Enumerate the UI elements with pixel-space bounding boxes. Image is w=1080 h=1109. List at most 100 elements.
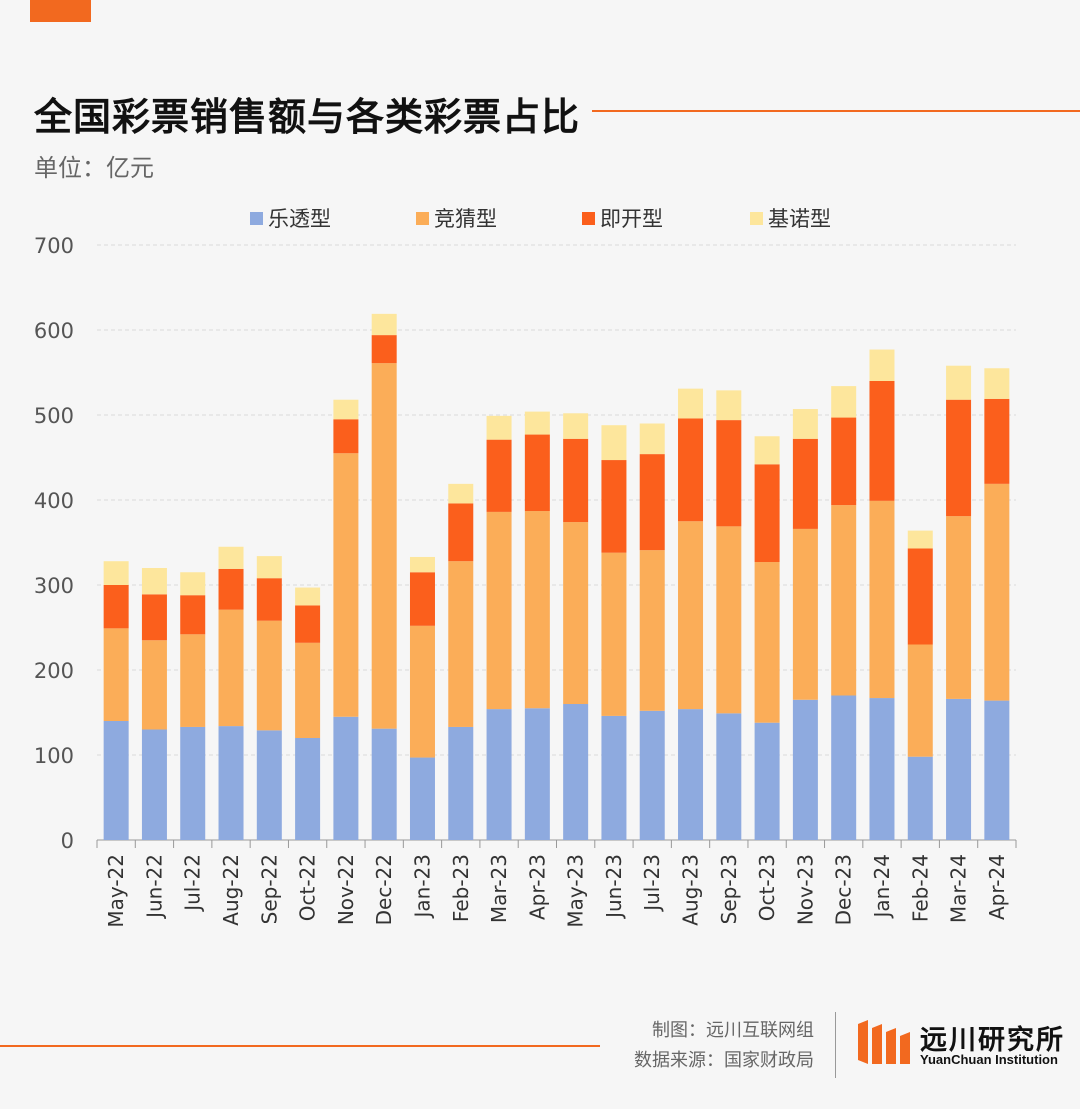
x-tick-label: Jan-23 bbox=[410, 854, 434, 920]
y-tick-label: 400 bbox=[34, 489, 74, 513]
x-tick-label: Aug-23 bbox=[679, 854, 703, 926]
legend-swatch bbox=[750, 212, 763, 225]
bar-segment bbox=[256, 556, 282, 579]
bar-segment bbox=[601, 715, 627, 840]
bar-segment bbox=[678, 418, 704, 522]
legend-label: 乐透型 bbox=[268, 207, 331, 231]
bar-segment bbox=[218, 568, 244, 610]
x-tick-label: Apr-24 bbox=[985, 854, 1009, 920]
bar-segment bbox=[716, 713, 742, 840]
x-tick-label: Feb-24 bbox=[908, 854, 932, 922]
bar-segment bbox=[295, 738, 321, 840]
bar-segment bbox=[103, 561, 129, 585]
x-tick-label: Mar-24 bbox=[947, 854, 971, 923]
x-tick-label: May-23 bbox=[564, 854, 588, 928]
bar-segment bbox=[984, 700, 1010, 840]
x-tick-label: Dec-22 bbox=[372, 854, 396, 925]
stacked-bar-chart: 0 100 200 300 400 500 600 700 May-22 Jun-22 Jul-22… bbox=[34, 207, 1017, 928]
bar-segment bbox=[180, 634, 206, 727]
x-tick-label: Jan-24 bbox=[870, 854, 894, 920]
bar-segment bbox=[907, 644, 933, 757]
bar-segment bbox=[295, 642, 321, 738]
bar-segment bbox=[371, 363, 397, 729]
title-rule bbox=[592, 110, 1080, 112]
bar-segment bbox=[792, 699, 818, 840]
bar-segment bbox=[907, 548, 933, 645]
bar-segment bbox=[409, 625, 435, 758]
bar-segment bbox=[869, 381, 895, 501]
bar-segment bbox=[141, 640, 167, 730]
bar-segment bbox=[563, 438, 589, 523]
x-tick-label: Oct-23 bbox=[755, 854, 779, 921]
bar-segment bbox=[984, 368, 1010, 399]
y-tick-label: 300 bbox=[34, 574, 74, 598]
logo-text-cn: 远川研究所 bbox=[920, 1025, 1065, 1056]
x-tick-label: Sep-22 bbox=[257, 854, 281, 924]
bar-segment bbox=[486, 415, 512, 440]
bar-segment bbox=[333, 399, 359, 420]
x-tick-label: Nov-23 bbox=[793, 854, 817, 925]
bar-segment bbox=[601, 460, 627, 553]
bar-segment bbox=[218, 609, 244, 727]
x-tick-label: Jul-23 bbox=[640, 854, 664, 913]
x-tick-label: Jun-22 bbox=[142, 854, 166, 920]
bar-segment bbox=[716, 526, 742, 714]
x-tick-label: Oct-22 bbox=[296, 854, 320, 921]
bar-segment bbox=[639, 550, 665, 711]
bar-segment bbox=[639, 454, 665, 551]
bar-segment bbox=[371, 335, 397, 364]
bar-segment bbox=[448, 503, 474, 562]
x-tick-label: Feb-23 bbox=[449, 854, 473, 922]
bar-segment bbox=[946, 516, 972, 699]
page-title: 全国彩票销售额与各类彩票占比 bbox=[34, 95, 581, 139]
bar-segment bbox=[333, 453, 359, 717]
y-tick-label: 200 bbox=[34, 659, 74, 683]
bar-segment bbox=[371, 313, 397, 336]
footer-divider bbox=[835, 1012, 836, 1078]
bar-segment bbox=[524, 411, 550, 435]
bar-segment bbox=[524, 708, 550, 840]
bar-segment bbox=[256, 578, 282, 621]
bar-segment bbox=[984, 483, 1010, 701]
bar-segment bbox=[678, 388, 704, 419]
bar-segment bbox=[486, 439, 512, 512]
bar-segment bbox=[448, 483, 474, 504]
legend-label: 即开型 bbox=[600, 207, 663, 231]
bar-segment bbox=[295, 605, 321, 643]
y-tick-label: 100 bbox=[34, 744, 74, 768]
x-tick-label: Dec-23 bbox=[832, 854, 856, 925]
bar-segment bbox=[486, 709, 512, 840]
legend-swatch bbox=[416, 212, 429, 225]
bar-segment bbox=[448, 561, 474, 727]
bar-segment bbox=[754, 722, 780, 840]
bar-segment bbox=[333, 419, 359, 454]
bar-segment bbox=[180, 572, 206, 596]
bar-segment bbox=[869, 500, 895, 699]
bar-segment bbox=[103, 585, 129, 629]
bar-segment bbox=[409, 556, 435, 573]
bar-segment bbox=[141, 594, 167, 641]
bar-segment bbox=[141, 729, 167, 840]
bar-segment bbox=[295, 587, 321, 606]
bar-segment bbox=[946, 365, 972, 400]
bar-segment bbox=[180, 595, 206, 635]
x-tick-label: Nov-22 bbox=[334, 854, 358, 925]
bar-segment bbox=[218, 546, 244, 569]
footer-rule bbox=[0, 1045, 600, 1047]
bar-segment bbox=[678, 709, 704, 840]
bar-segment bbox=[563, 704, 589, 840]
bar-segment bbox=[256, 730, 282, 840]
logo-text-en: YuanChuan Institution bbox=[920, 1052, 1058, 1067]
credit-maker: 制图：远川互联网组 bbox=[652, 1020, 814, 1041]
bar-segment bbox=[218, 726, 244, 840]
bar-segment bbox=[563, 413, 589, 439]
bar-segment bbox=[486, 511, 512, 710]
bar-segment bbox=[754, 436, 780, 465]
bar-segment bbox=[409, 572, 435, 626]
bar-segment bbox=[831, 386, 857, 418]
bar-segment bbox=[371, 728, 397, 840]
x-tick-label: Aug-22 bbox=[219, 854, 243, 926]
bar-segment bbox=[601, 552, 627, 716]
bar-segment bbox=[333, 716, 359, 840]
bar-segment bbox=[678, 521, 704, 710]
